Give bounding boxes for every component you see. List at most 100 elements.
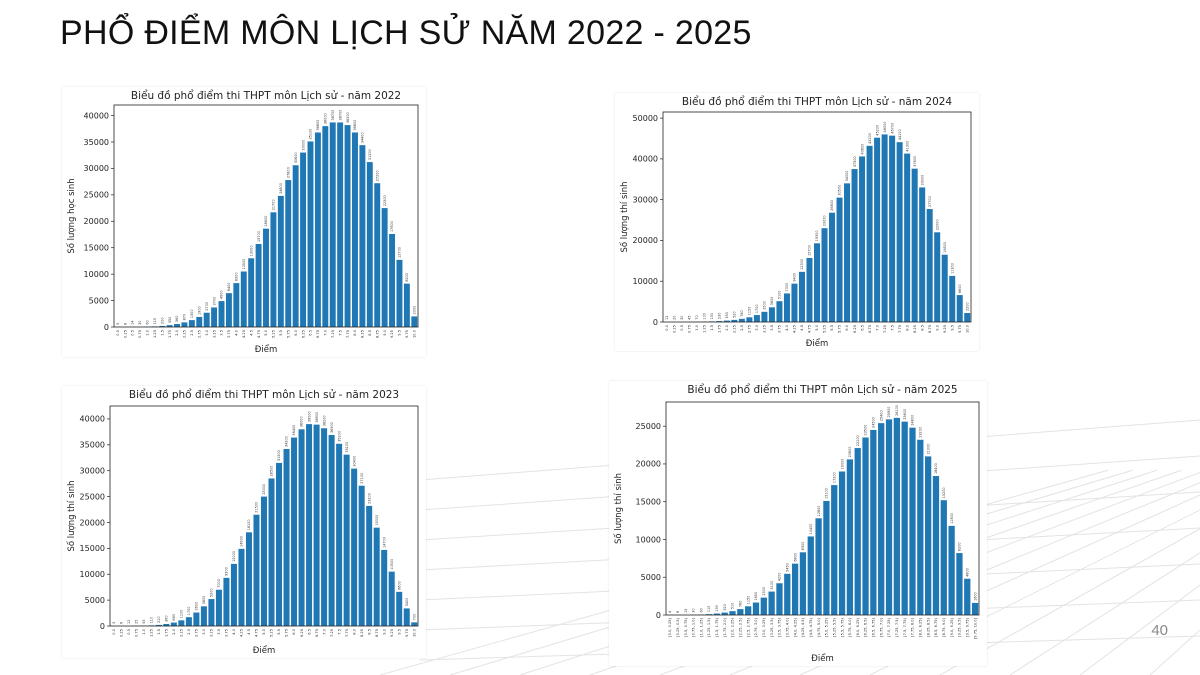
x-tick-label-2024-34: 8.5 [920, 325, 924, 331]
x-tick-label-2025-6: [1.5, 1.75) [715, 617, 719, 636]
data-label-2024-3: 45 [687, 315, 691, 319]
data-label-2024-30: 45700 [890, 123, 894, 134]
x-tick-label-2025-30: [7.5, 7.75) [903, 617, 907, 636]
data-label-2022-32: 36800 [353, 120, 357, 131]
x-tick-label-2023-29: 7.25 [330, 629, 334, 637]
x-tick-label-2025-34: [8.5, 8.75) [934, 617, 938, 636]
bar-2025-34 [932, 476, 940, 615]
bar-2025-8 [729, 611, 736, 615]
bar-2023-9 [178, 620, 185, 626]
data-label-2022-19: 15700 [257, 231, 261, 242]
x-tick-label-2022-10: 2.5 [190, 330, 194, 336]
bar-2025-26 [870, 429, 877, 615]
x-tick-label-2024-5: 1.25 [703, 325, 707, 333]
data-label-2025-34: 18400 [934, 463, 938, 474]
x-tick-label-2024-30: 7.5 [890, 325, 894, 331]
data-label-2025-35: 15200 [942, 487, 946, 498]
bar-2022-22 [277, 195, 284, 327]
y-tick-label-2024: 50000 [633, 114, 658, 123]
x-tick-label-2024-33: 8.25 [913, 325, 917, 333]
x-tick-label-2024-25: 6.25 [853, 325, 857, 333]
data-label-2023-4: 55 [142, 619, 146, 623]
data-label-2022-2: 14 [131, 321, 135, 325]
x-axis-label-2022: Điểm [255, 344, 277, 355]
y-tick-label-2022: 10000 [84, 270, 109, 279]
chart-title-2025: Biểu đồ phổ điểm thi THPT môn Lịch sử - … [687, 383, 957, 396]
data-label-2024-36: 22000 [935, 219, 939, 230]
data-label-2025-0: 4 [668, 611, 672, 613]
data-label-2024-35: 27700 [928, 196, 932, 207]
chart-2023: Biểu đồ phổ điểm thi THPT môn Lịch sử - … [62, 386, 426, 658]
x-tick-label-2022-26: 6.5 [309, 330, 313, 336]
x-tick-label-2025-10: [2.5, 2.75) [746, 617, 750, 636]
x-tick-label-2023-4: 1.0 [142, 628, 146, 634]
x-tick-label-2024-8: 2.0 [725, 324, 729, 330]
chart-2022: Biểu đồ phổ điểm thi THPT môn Lịch sử - … [62, 87, 426, 357]
data-label-2022-1: 8 [123, 323, 127, 325]
y-axis-label-2025: Số lượng thí sinh [613, 473, 624, 544]
x-tick-label-2024-36: 9.0 [935, 324, 939, 330]
x-tick-label-2024-23: 5.75 [838, 325, 842, 333]
x-tick-label-2022-31: 7.75 [346, 330, 350, 338]
data-label-2024-10: 780 [740, 310, 744, 316]
x-tick-label-2022-2: 0.5 [131, 330, 135, 336]
bar-2022-31 [344, 125, 351, 327]
bar-2022-33 [359, 145, 366, 327]
x-tick-label-2023-30: 7.5 [337, 629, 341, 635]
bar-2023-35 [373, 527, 380, 626]
data-label-2022-36: 22500 [383, 195, 387, 206]
data-label-2022-8: 560 [175, 316, 179, 322]
y-tick-label-2023: 15000 [80, 544, 105, 553]
data-label-2025-12: 2300 [762, 587, 766, 596]
y-tick-label-2023: 25000 [80, 492, 105, 501]
data-label-2022-22: 24800 [279, 183, 283, 194]
data-label-2024-20: 19300 [815, 231, 819, 242]
data-label-2023-9: 1100 [180, 610, 184, 619]
data-label-2025-7: 320 [723, 604, 727, 610]
x-tick-label-2025-7: [1.75, 2.0) [723, 617, 727, 636]
x-tick-label-2024-15: 3.75 [778, 325, 782, 333]
bar-2024-31 [896, 142, 903, 322]
x-tick-label-2023-2: 0.5 [127, 629, 131, 635]
x-tick-label-2023-20: 5.0 [262, 628, 266, 634]
data-label-2023-38: 6600 [397, 581, 401, 590]
x-tick-label-2023-12: 3.0 [202, 628, 206, 634]
data-label-2023-16: 12000 [232, 551, 236, 562]
x-tick-label-2025-24: [6.0, 6.25) [856, 617, 860, 636]
bar-2024-24 [844, 183, 851, 322]
y-axis-label-2022: Số lượng học sinh [66, 178, 77, 253]
x-tick-label-2023-18: 4.5 [247, 629, 251, 635]
x-tick-label-2022-17: 4.25 [242, 330, 246, 338]
bar-2025-17 [799, 552, 807, 615]
grid-line [1149, 629, 1200, 675]
data-label-2023-36: 14700 [382, 537, 386, 548]
data-label-2022-0: 3 [116, 323, 120, 325]
x-tick-label-2023-8: 2.0 [172, 628, 176, 634]
bar-2022-26 [307, 141, 314, 327]
data-label-2022-17: 10500 [242, 259, 246, 270]
x-tick-label-2025-28: [7.0, 7.25) [887, 617, 891, 636]
x-tick-label-2023-37: 9.25 [390, 629, 394, 637]
x-tick-label-2024-2: 0.5 [680, 325, 684, 331]
data-label-2023-12: 3800 [202, 596, 206, 605]
bar-2025-27 [878, 423, 885, 615]
data-label-2024-4: 70 [695, 315, 699, 319]
bar-2025-32 [917, 439, 924, 615]
y-tick-label-2022: 5000 [89, 296, 109, 305]
data-label-2025-18: 10400 [809, 524, 813, 535]
x-tick-label-2024-1: 0.25 [672, 325, 676, 333]
data-label-2024-24: 34000 [845, 171, 849, 182]
data-label-2022-35: 27200 [375, 170, 379, 181]
bar-2023-19 [253, 514, 260, 626]
x-tick-label-2023-11: 2.75 [195, 629, 199, 637]
bar-2022-37 [389, 233, 396, 327]
x-tick-label-2023-26: 6.5 [307, 629, 311, 635]
y-tick-label-2024: 0 [653, 318, 658, 327]
data-label-2023-19: 21500 [255, 502, 259, 513]
x-tick-label-2023-22: 5.5 [277, 629, 281, 635]
data-label-2024-16: 7000 [785, 283, 789, 292]
x-tick-label-2025-13: [3.25, 3.5) [770, 617, 774, 636]
x-tick-label-2025-18: [4.5, 4.75) [809, 617, 813, 636]
bar-2025-15 [784, 573, 791, 615]
bar-2024-37 [941, 254, 948, 322]
